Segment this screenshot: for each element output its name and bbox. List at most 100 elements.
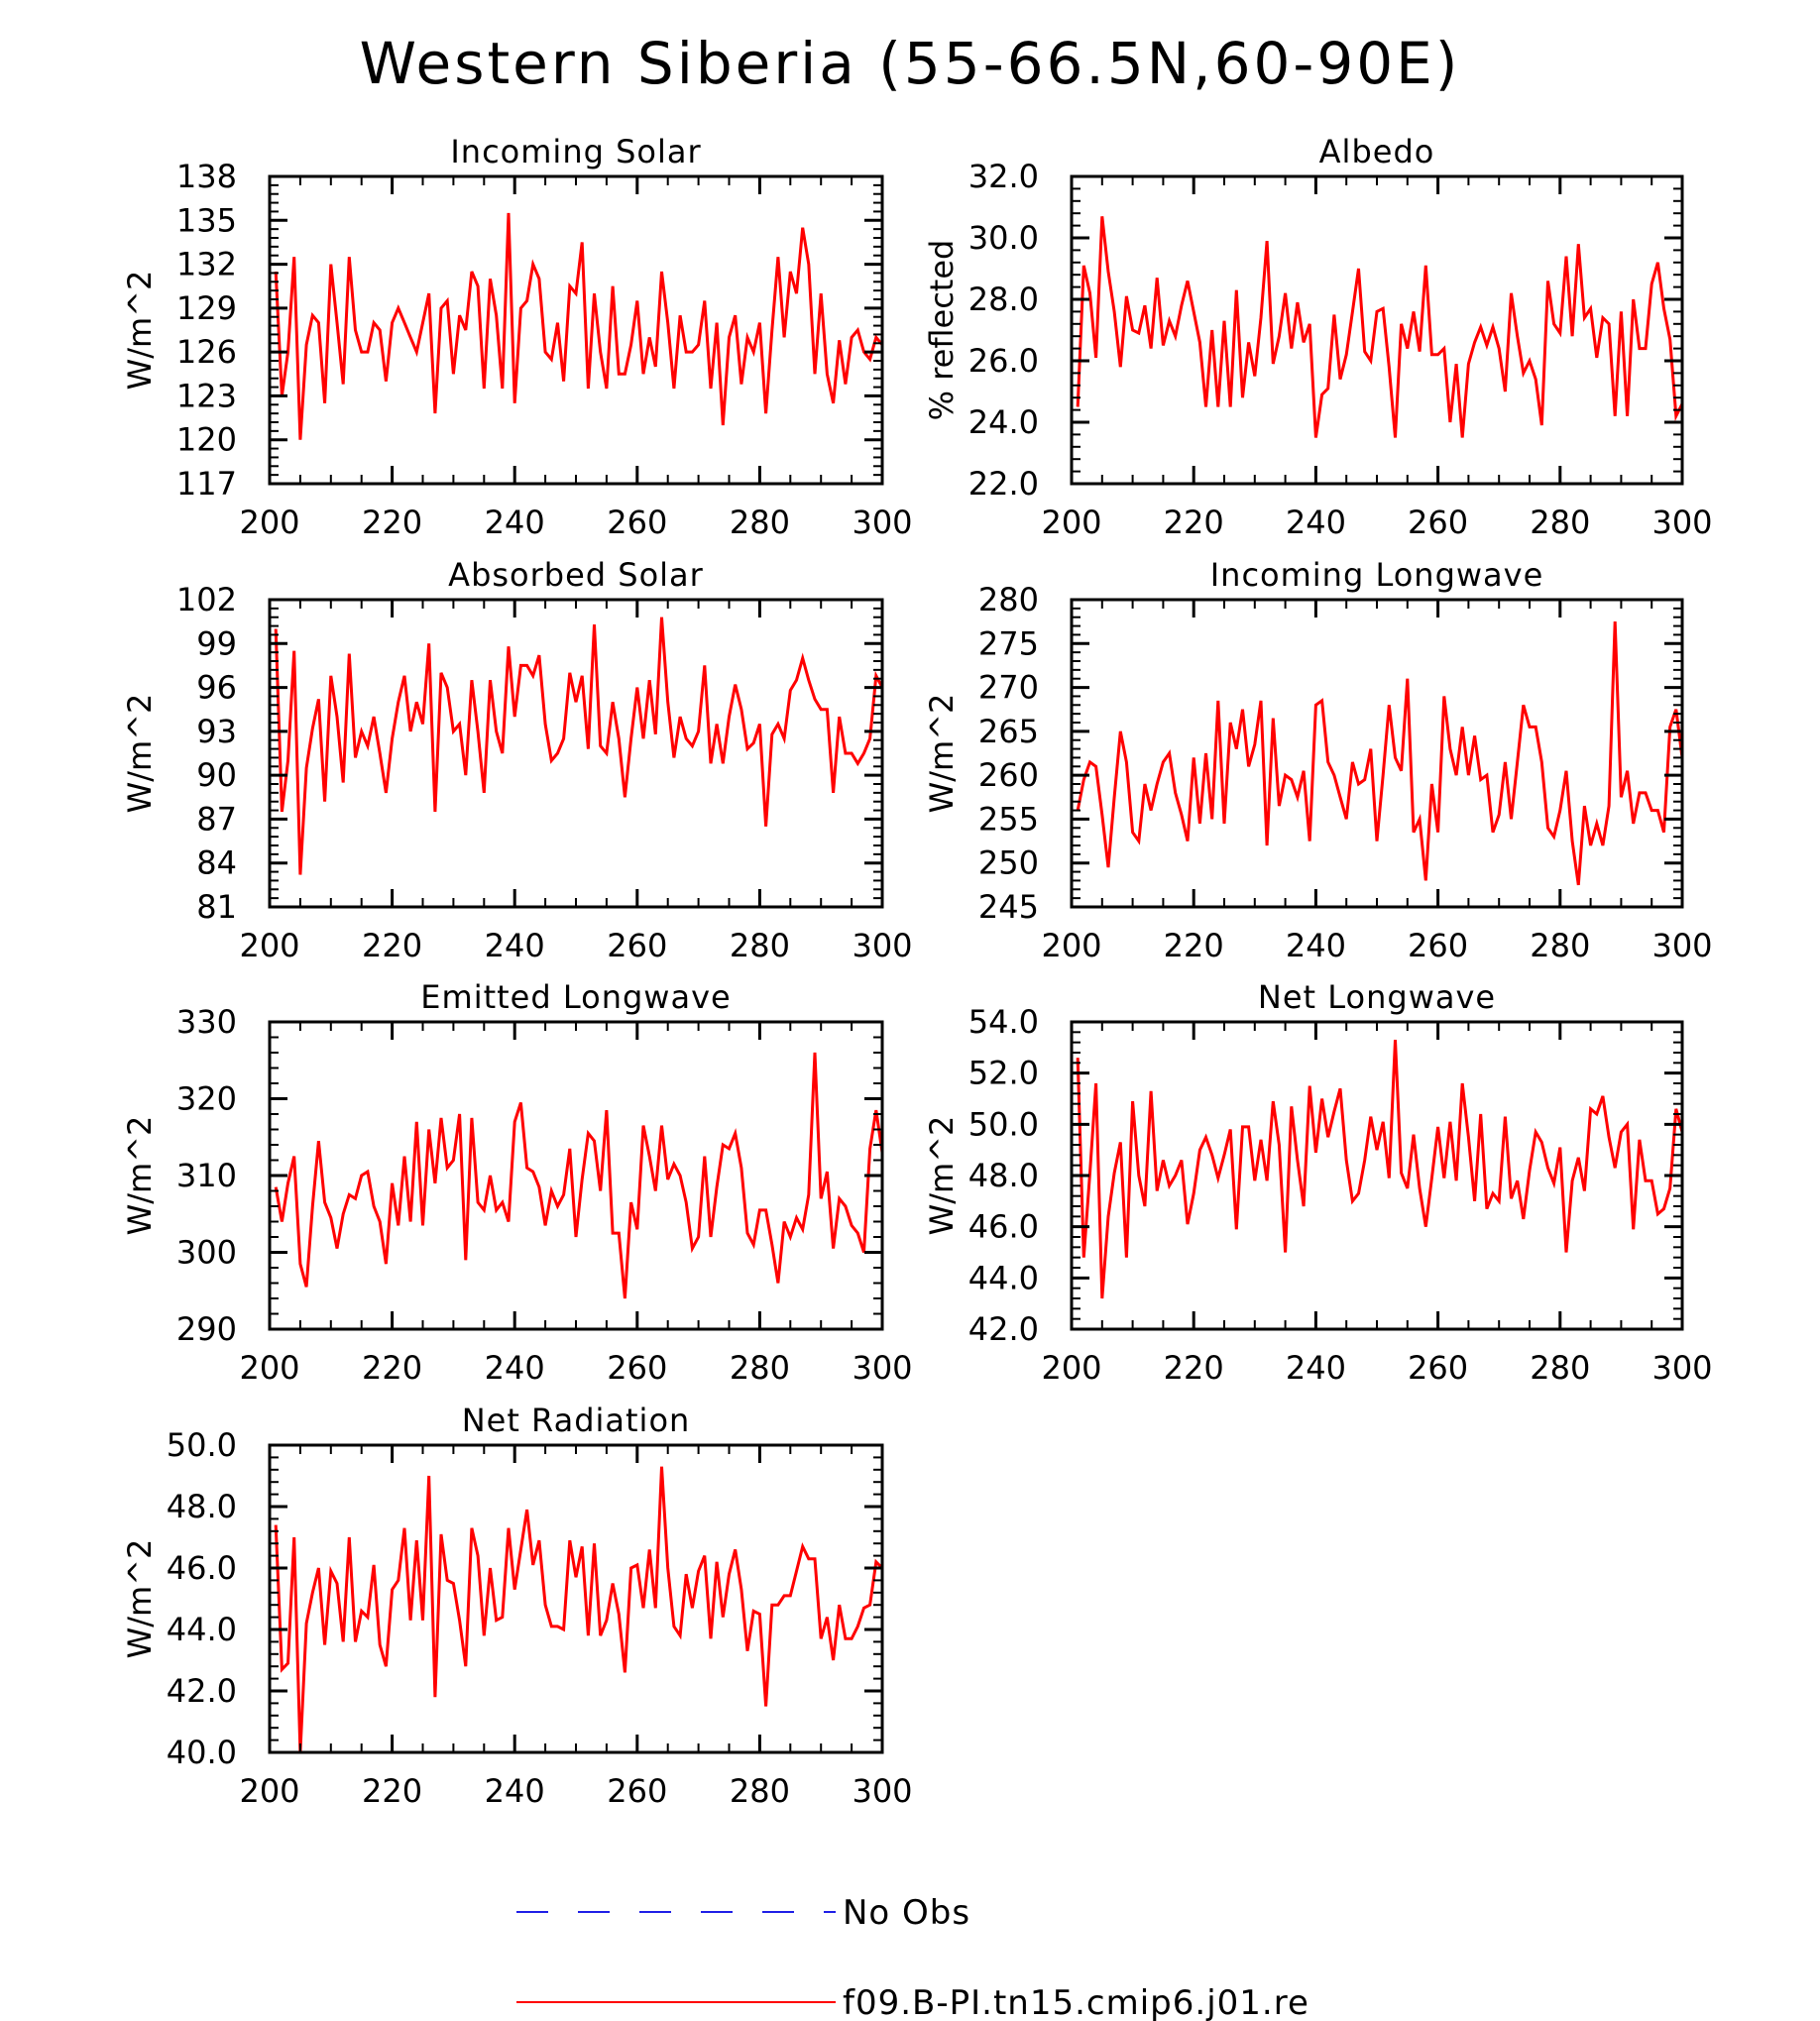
y-tick-label: 93 bbox=[196, 713, 237, 750]
x-tick-label: 240 bbox=[485, 504, 545, 541]
x-tick-label: 260 bbox=[607, 1349, 667, 1387]
y-tick-label: 52.0 bbox=[968, 1055, 1039, 1092]
x-tick-label: 260 bbox=[607, 504, 667, 541]
x-tick-label: 200 bbox=[239, 1349, 299, 1387]
panel-incoming-solar: Incoming Solar W/m^2 200 220 240 260 280 300 117… bbox=[121, 133, 913, 541]
y-tick-label: 81 bbox=[196, 888, 237, 926]
y-axis-label: W/m^2 bbox=[923, 694, 961, 814]
x-tick-label: 300 bbox=[1651, 504, 1712, 541]
y-axis-label: W/m^2 bbox=[121, 271, 159, 391]
panel-incoming-longwave: Incoming Longwave W/m^2 200 220 240 260 280 300… bbox=[923, 556, 1713, 964]
panel-title: Incoming Longwave bbox=[1210, 556, 1544, 594]
panel-absorbed-solar: Absorbed Solar W/m^2 200 220 240 260 280 300 81 8… bbox=[121, 556, 913, 964]
series-line bbox=[1076, 216, 1684, 438]
y-tick-label: 255 bbox=[978, 800, 1039, 838]
panel-emitted-longwave: Emitted Longwave W/m^2 200 220 240 260 280 300 2… bbox=[121, 978, 913, 1387]
y-axis-label: W/m^2 bbox=[121, 694, 159, 814]
x-tick-label: 280 bbox=[1530, 504, 1590, 541]
x-tick-label: 200 bbox=[239, 504, 299, 541]
y-tick-label: 123 bbox=[176, 377, 237, 414]
y-tick-label: 96 bbox=[196, 669, 237, 707]
y-tick-label: 46.0 bbox=[167, 1549, 237, 1587]
y-axis-label: W/m^2 bbox=[923, 1116, 961, 1236]
x-tick-label: 200 bbox=[1041, 1349, 1101, 1387]
x-tick-label: 280 bbox=[730, 1349, 790, 1387]
y-tick-label: 44.0 bbox=[167, 1611, 237, 1648]
x-tick-label: 200 bbox=[239, 927, 299, 964]
x-tick-label: 240 bbox=[1286, 504, 1346, 541]
y-tick-label: 87 bbox=[196, 800, 237, 838]
panel-title: Albedo bbox=[1319, 133, 1435, 170]
y-tick-label: 270 bbox=[978, 669, 1039, 707]
y-tick-label: 135 bbox=[176, 201, 237, 239]
legend: No Obs f09.B-PI.tn15.cmip6.j01.re bbox=[516, 1893, 1309, 2021]
x-tick-label: 240 bbox=[1286, 1349, 1346, 1387]
y-tick-label: 48.0 bbox=[968, 1157, 1039, 1194]
plot-frame bbox=[268, 1443, 884, 1754]
x-tick-label: 200 bbox=[239, 1772, 299, 1810]
x-tick-label: 280 bbox=[730, 1772, 790, 1810]
y-axis-label: % reflected bbox=[923, 240, 961, 421]
x-tick-label: 300 bbox=[1651, 927, 1712, 964]
x-tick-label: 220 bbox=[1164, 1349, 1224, 1387]
panel-title: Net Longwave bbox=[1258, 978, 1496, 1016]
series-line bbox=[1076, 621, 1684, 886]
y-tick-label: 260 bbox=[978, 756, 1039, 794]
x-tick-label: 260 bbox=[1408, 1349, 1468, 1387]
y-tick-label: 42.0 bbox=[167, 1672, 237, 1710]
x-tick-label: 260 bbox=[1408, 927, 1468, 964]
x-tick-label: 300 bbox=[852, 1349, 912, 1387]
x-tick-label: 240 bbox=[485, 1349, 545, 1387]
series-line bbox=[274, 617, 884, 875]
x-tick-label: 220 bbox=[1164, 504, 1224, 541]
y-tick-label: 132 bbox=[176, 246, 237, 283]
plot-frame bbox=[1070, 598, 1684, 909]
y-tick-label: 300 bbox=[176, 1234, 237, 1272]
x-tick-label: 300 bbox=[852, 927, 912, 964]
main-title: Western Siberia (55-66.5N,60-90E) bbox=[359, 30, 1461, 97]
x-tick-label: 220 bbox=[1164, 927, 1224, 964]
panel-net-longwave: Net Longwave W/m^2 200 220 240 260 280 300 42.0 4… bbox=[923, 978, 1713, 1387]
series-line bbox=[274, 212, 884, 440]
y-tick-label: 90 bbox=[196, 756, 237, 794]
x-tick-label: 280 bbox=[730, 504, 790, 541]
y-tick-label: 54.0 bbox=[968, 1003, 1039, 1041]
y-tick-label: 117 bbox=[176, 465, 237, 503]
y-tick-label: 40.0 bbox=[167, 1734, 237, 1771]
x-tick-label: 240 bbox=[485, 1772, 545, 1810]
y-tick-label: 280 bbox=[978, 581, 1039, 618]
x-tick-label: 220 bbox=[362, 1349, 422, 1387]
x-tick-label: 280 bbox=[730, 927, 790, 964]
y-axis-label: W/m^2 bbox=[121, 1539, 159, 1659]
y-tick-label: 26.0 bbox=[968, 342, 1039, 380]
x-tick-label: 240 bbox=[1286, 927, 1346, 964]
y-tick-label: 275 bbox=[978, 624, 1039, 662]
panel-albedo: Albedo % reflected 200 220 240 260 280 300 22.0 2… bbox=[923, 133, 1713, 541]
x-tick-label: 260 bbox=[607, 1772, 667, 1810]
x-tick-label: 200 bbox=[1041, 927, 1101, 964]
y-tick-label: 30.0 bbox=[968, 219, 1039, 257]
x-tick-label: 280 bbox=[1530, 927, 1590, 964]
plot-frame bbox=[268, 174, 884, 486]
x-tick-label: 280 bbox=[1530, 1349, 1590, 1387]
y-tick-label: 32.0 bbox=[968, 158, 1039, 195]
y-tick-label: 330 bbox=[176, 1003, 237, 1041]
series-line bbox=[1076, 1040, 1684, 1299]
panel-title: Absorbed Solar bbox=[448, 556, 704, 594]
x-tick-label: 260 bbox=[607, 927, 667, 964]
x-tick-label: 220 bbox=[362, 1772, 422, 1810]
plot-frame bbox=[1070, 1020, 1684, 1331]
x-tick-label: 200 bbox=[1041, 504, 1101, 541]
series-line bbox=[274, 1052, 884, 1299]
y-tick-label: 102 bbox=[176, 581, 237, 618]
x-tick-label: 300 bbox=[852, 1772, 912, 1810]
y-tick-label: 290 bbox=[176, 1310, 237, 1348]
y-tick-label: 42.0 bbox=[968, 1310, 1039, 1348]
legend-label: f09.B-PI.tn15.cmip6.j01.re bbox=[843, 1983, 1309, 2021]
y-tick-label: 99 bbox=[196, 624, 237, 662]
x-tick-label: 260 bbox=[1408, 504, 1468, 541]
y-tick-label: 84 bbox=[196, 844, 237, 882]
panel-title: Net Radiation bbox=[462, 1402, 691, 1439]
y-tick-label: 320 bbox=[176, 1080, 237, 1118]
